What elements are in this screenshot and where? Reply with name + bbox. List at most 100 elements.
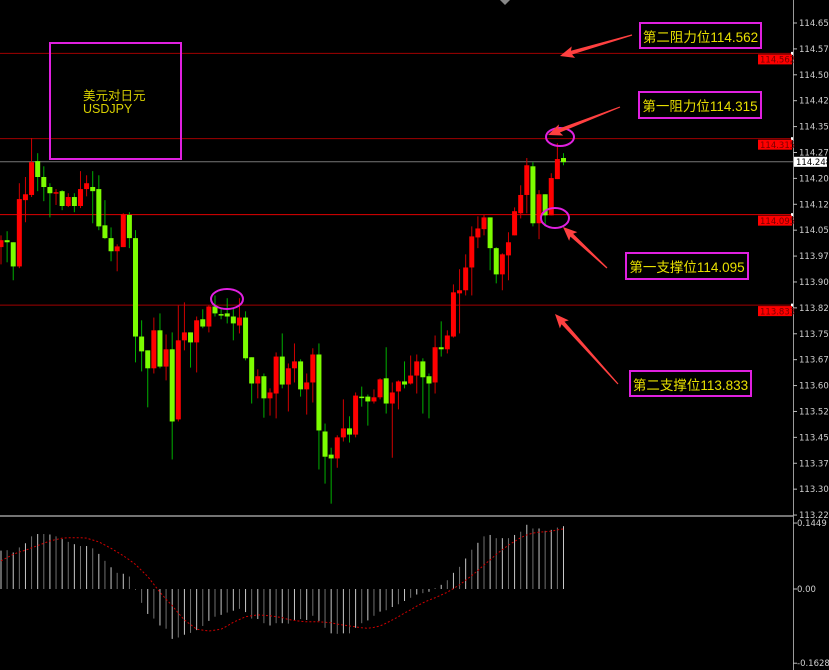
candle — [114, 244, 120, 272]
candle-body — [16, 199, 22, 267]
candle — [126, 212, 132, 249]
candle-body — [145, 350, 151, 369]
candle — [108, 227, 114, 262]
candle — [291, 343, 297, 383]
candle-body — [90, 187, 96, 192]
candle — [273, 352, 279, 419]
candle — [133, 230, 139, 363]
candle-body — [499, 254, 505, 275]
candle — [499, 253, 505, 291]
candle — [298, 359, 304, 397]
candle-body — [322, 431, 328, 457]
candle-body — [554, 159, 560, 180]
candle-body — [389, 392, 395, 404]
candle-body — [365, 396, 371, 402]
candle-body — [108, 238, 114, 252]
candle-body — [243, 317, 249, 359]
candle — [383, 347, 389, 414]
support-1-label: 第一支撑位114.095 — [625, 252, 749, 280]
candle — [230, 307, 236, 341]
candle-body — [84, 183, 90, 190]
candle — [22, 177, 28, 223]
candle-body — [438, 347, 444, 350]
candle-body — [505, 242, 511, 256]
candle — [475, 216, 481, 249]
candles — [0, 137, 566, 504]
candle — [353, 392, 359, 438]
candle-body — [524, 165, 530, 195]
candle — [96, 175, 102, 231]
candle-body — [236, 317, 242, 326]
candle — [224, 298, 230, 324]
candle — [279, 333, 285, 389]
candle-body — [475, 228, 481, 238]
candle-body — [493, 248, 499, 275]
candle — [218, 308, 224, 320]
candle — [47, 183, 53, 218]
axis-tick-label: 113.450 — [799, 433, 829, 443]
candle-body — [151, 330, 157, 369]
symbol-box: 美元对日元 USDJPY — [49, 42, 182, 160]
axis-tick-label: 114.275 — [799, 148, 829, 158]
candle — [102, 200, 108, 240]
candle-body — [536, 194, 542, 224]
candle — [194, 316, 200, 373]
candle — [304, 373, 310, 415]
candle — [469, 226, 475, 296]
symbol-label: 美元对日元 — [83, 89, 146, 103]
axis-tick-label: 113.375 — [799, 459, 829, 469]
candle — [432, 335, 438, 394]
candle-body — [188, 332, 194, 343]
highlight-ellipse — [210, 288, 244, 310]
candle — [560, 153, 566, 166]
candle-body — [206, 306, 212, 327]
candle — [316, 343, 322, 470]
candle — [359, 386, 365, 407]
candle-body — [340, 428, 346, 438]
level-axis-badge — [758, 215, 792, 226]
candle — [457, 269, 463, 334]
candle — [328, 447, 334, 504]
candle — [10, 242, 16, 281]
candle — [438, 321, 444, 357]
candle — [16, 183, 22, 269]
axis-tick-label: 113.750 — [799, 330, 829, 340]
candle — [261, 373, 267, 418]
candle-body — [414, 361, 420, 376]
candle-body — [518, 194, 524, 214]
candle — [371, 389, 377, 404]
candle — [267, 388, 273, 416]
candle-body — [420, 361, 426, 378]
arrow-shape — [548, 106, 621, 136]
candle-body — [41, 177, 47, 188]
candle — [90, 171, 96, 224]
highlight-ellipse — [540, 207, 570, 229]
candle — [175, 305, 181, 422]
candle-body — [512, 211, 518, 236]
macd-axis-label: 0.1449 — [797, 519, 827, 529]
candle — [145, 350, 151, 408]
candle — [169, 332, 175, 460]
scroll-marker-icon — [500, 0, 510, 5]
candle-body — [71, 197, 77, 207]
candle-body — [328, 454, 334, 459]
candle — [29, 137, 35, 198]
candle-body — [126, 214, 132, 239]
candle-body — [29, 162, 35, 195]
candle-body — [267, 392, 273, 399]
arrow-icon — [548, 106, 621, 136]
candle-body — [249, 357, 255, 384]
candle-body — [444, 335, 450, 350]
candle-body — [255, 376, 261, 384]
macd-axis-label: -0.1628 — [797, 659, 829, 669]
candle-body — [273, 356, 279, 394]
candle — [243, 311, 249, 361]
candle-body — [279, 356, 285, 385]
candle-body — [310, 354, 316, 383]
macd-signal-line — [0, 528, 564, 632]
candle-body — [316, 354, 322, 431]
level-axis-badge — [758, 54, 792, 65]
axis-tick-label: 113.825 — [799, 304, 829, 314]
